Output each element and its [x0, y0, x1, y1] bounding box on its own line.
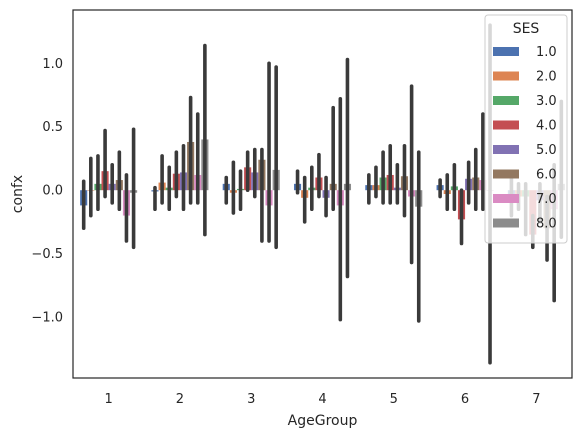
legend-label: 7.0	[536, 192, 557, 207]
x-tick-label: 4	[318, 392, 326, 407]
y-tick-label: 0.5	[42, 120, 63, 135]
y-tick-labels: 1.0 0.5 0.0 −0.5 −1.0	[31, 57, 63, 326]
x-tick-label: 3	[247, 392, 255, 407]
legend-swatch	[493, 47, 519, 56]
x-tick-label: 5	[390, 392, 398, 407]
legend-label: 1.0	[536, 45, 557, 60]
plot-frame	[72, 9, 573, 379]
legend-swatch	[493, 169, 519, 179]
x-tick-label: 1	[104, 392, 112, 407]
y-tick-label: 0.0	[42, 184, 63, 199]
y-tick-label: −1.0	[31, 311, 63, 326]
x-tick-label: 6	[461, 392, 469, 407]
legend-items: 1.0 2.0 3.0 4.0 5.0 6.0 7.0 8.0	[493, 45, 557, 232]
y-tick-label: 1.0	[42, 57, 63, 72]
legend-swatch	[493, 96, 519, 105]
legend-swatch	[493, 71, 519, 81]
legend-label: 5.0	[536, 143, 557, 158]
y-axis-label: confx	[10, 175, 26, 213]
x-axis-label: AgeGroup	[288, 413, 358, 429]
x-tick-label: 7	[532, 392, 540, 407]
legend-swatch	[493, 194, 519, 203]
y-tick-label: −0.5	[31, 247, 63, 262]
x-tick-label: 2	[176, 392, 184, 407]
legend: SES 1.0 2.0 3.0 4.0 5.0 6.0 7.0 8.0	[484, 14, 568, 244]
legend-label: 2.0	[536, 70, 557, 85]
legend-swatch	[493, 120, 519, 130]
legend-label: 6.0	[536, 168, 557, 183]
legend-label: 4.0	[536, 119, 557, 134]
x-tick-labels: 1 2 3 4 5 6 7	[104, 392, 540, 407]
legend-swatch	[493, 218, 519, 228]
legend-label: 3.0	[536, 94, 557, 109]
legend-title: SES	[513, 21, 540, 37]
legend-swatch	[493, 145, 519, 154]
legend-label: 8.0	[536, 217, 557, 232]
